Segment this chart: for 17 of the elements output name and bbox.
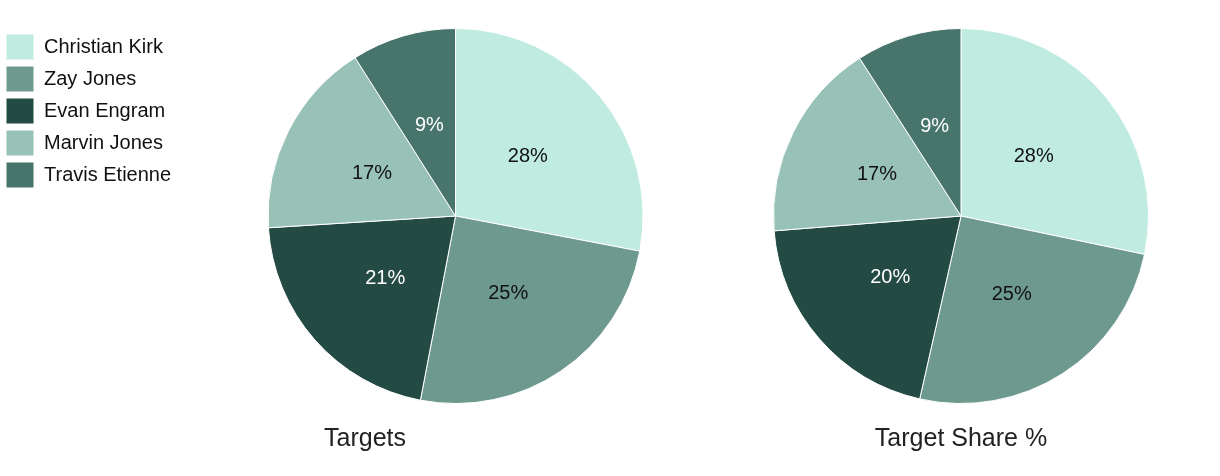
legend-label: Christian Kirk (44, 34, 164, 57)
text: Targets (324, 422, 406, 451)
legend-label: Marvin Jones (44, 130, 163, 153)
data-label: 9% (414, 113, 445, 136)
data-label: 28% (507, 143, 549, 166)
data-label: 20% (870, 264, 911, 287)
data-label: 28% (1013, 144, 1054, 167)
data-label: 25% (488, 281, 529, 304)
data-label: 9% (920, 113, 950, 136)
legend-label: Evan Engram (44, 98, 166, 121)
legend-label: Zay Jones (44, 66, 137, 89)
text: Target Share % (874, 422, 1048, 451)
data-label: 21% (365, 265, 406, 288)
data-label: 25% (991, 282, 1032, 305)
data-label: 17% (856, 161, 898, 184)
legend-label: Travis Etienne (44, 162, 172, 185)
data-label: 17% (352, 160, 393, 183)
